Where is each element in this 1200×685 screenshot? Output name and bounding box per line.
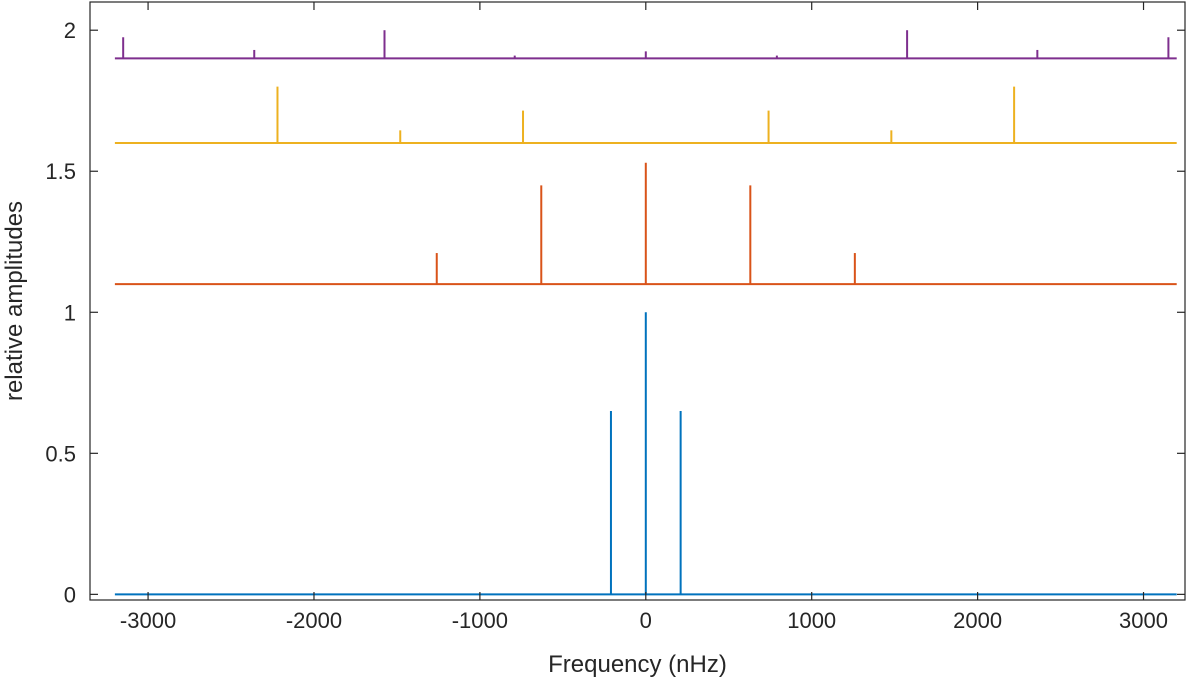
- x-tick-label: -3000: [120, 608, 176, 633]
- x-tick-label: 2000: [953, 608, 1002, 633]
- series-3: [114, 86, 1177, 145]
- y-tick-label: 1.5: [45, 159, 76, 184]
- y-tick-label: 0.5: [45, 441, 76, 466]
- series-4: [114, 30, 1177, 60]
- x-tick-label: 3000: [1119, 608, 1168, 633]
- x-tick-label: 1000: [787, 608, 836, 633]
- x-tick-label: -2000: [286, 608, 342, 633]
- series-2: [114, 162, 1177, 286]
- x-axis-label: Frequency (nHz): [548, 651, 727, 678]
- series-layer: [114, 30, 1177, 596]
- y-tick-label: 0: [64, 582, 76, 607]
- x-tick-label: 0: [640, 608, 652, 633]
- y-tick-label: 1: [64, 300, 76, 325]
- y-axis-label: relative amplitudes: [1, 201, 28, 401]
- y-tick-label: 2: [64, 18, 76, 43]
- axes-box: [89, 1, 1186, 601]
- x-tick-label: -1000: [452, 608, 508, 633]
- tick-layer: -3000 -2000 -1000 0 1000 2000 3000 0 0.5 1 1.5 2: [45, 2, 1185, 633]
- series-1: [114, 312, 1177, 596]
